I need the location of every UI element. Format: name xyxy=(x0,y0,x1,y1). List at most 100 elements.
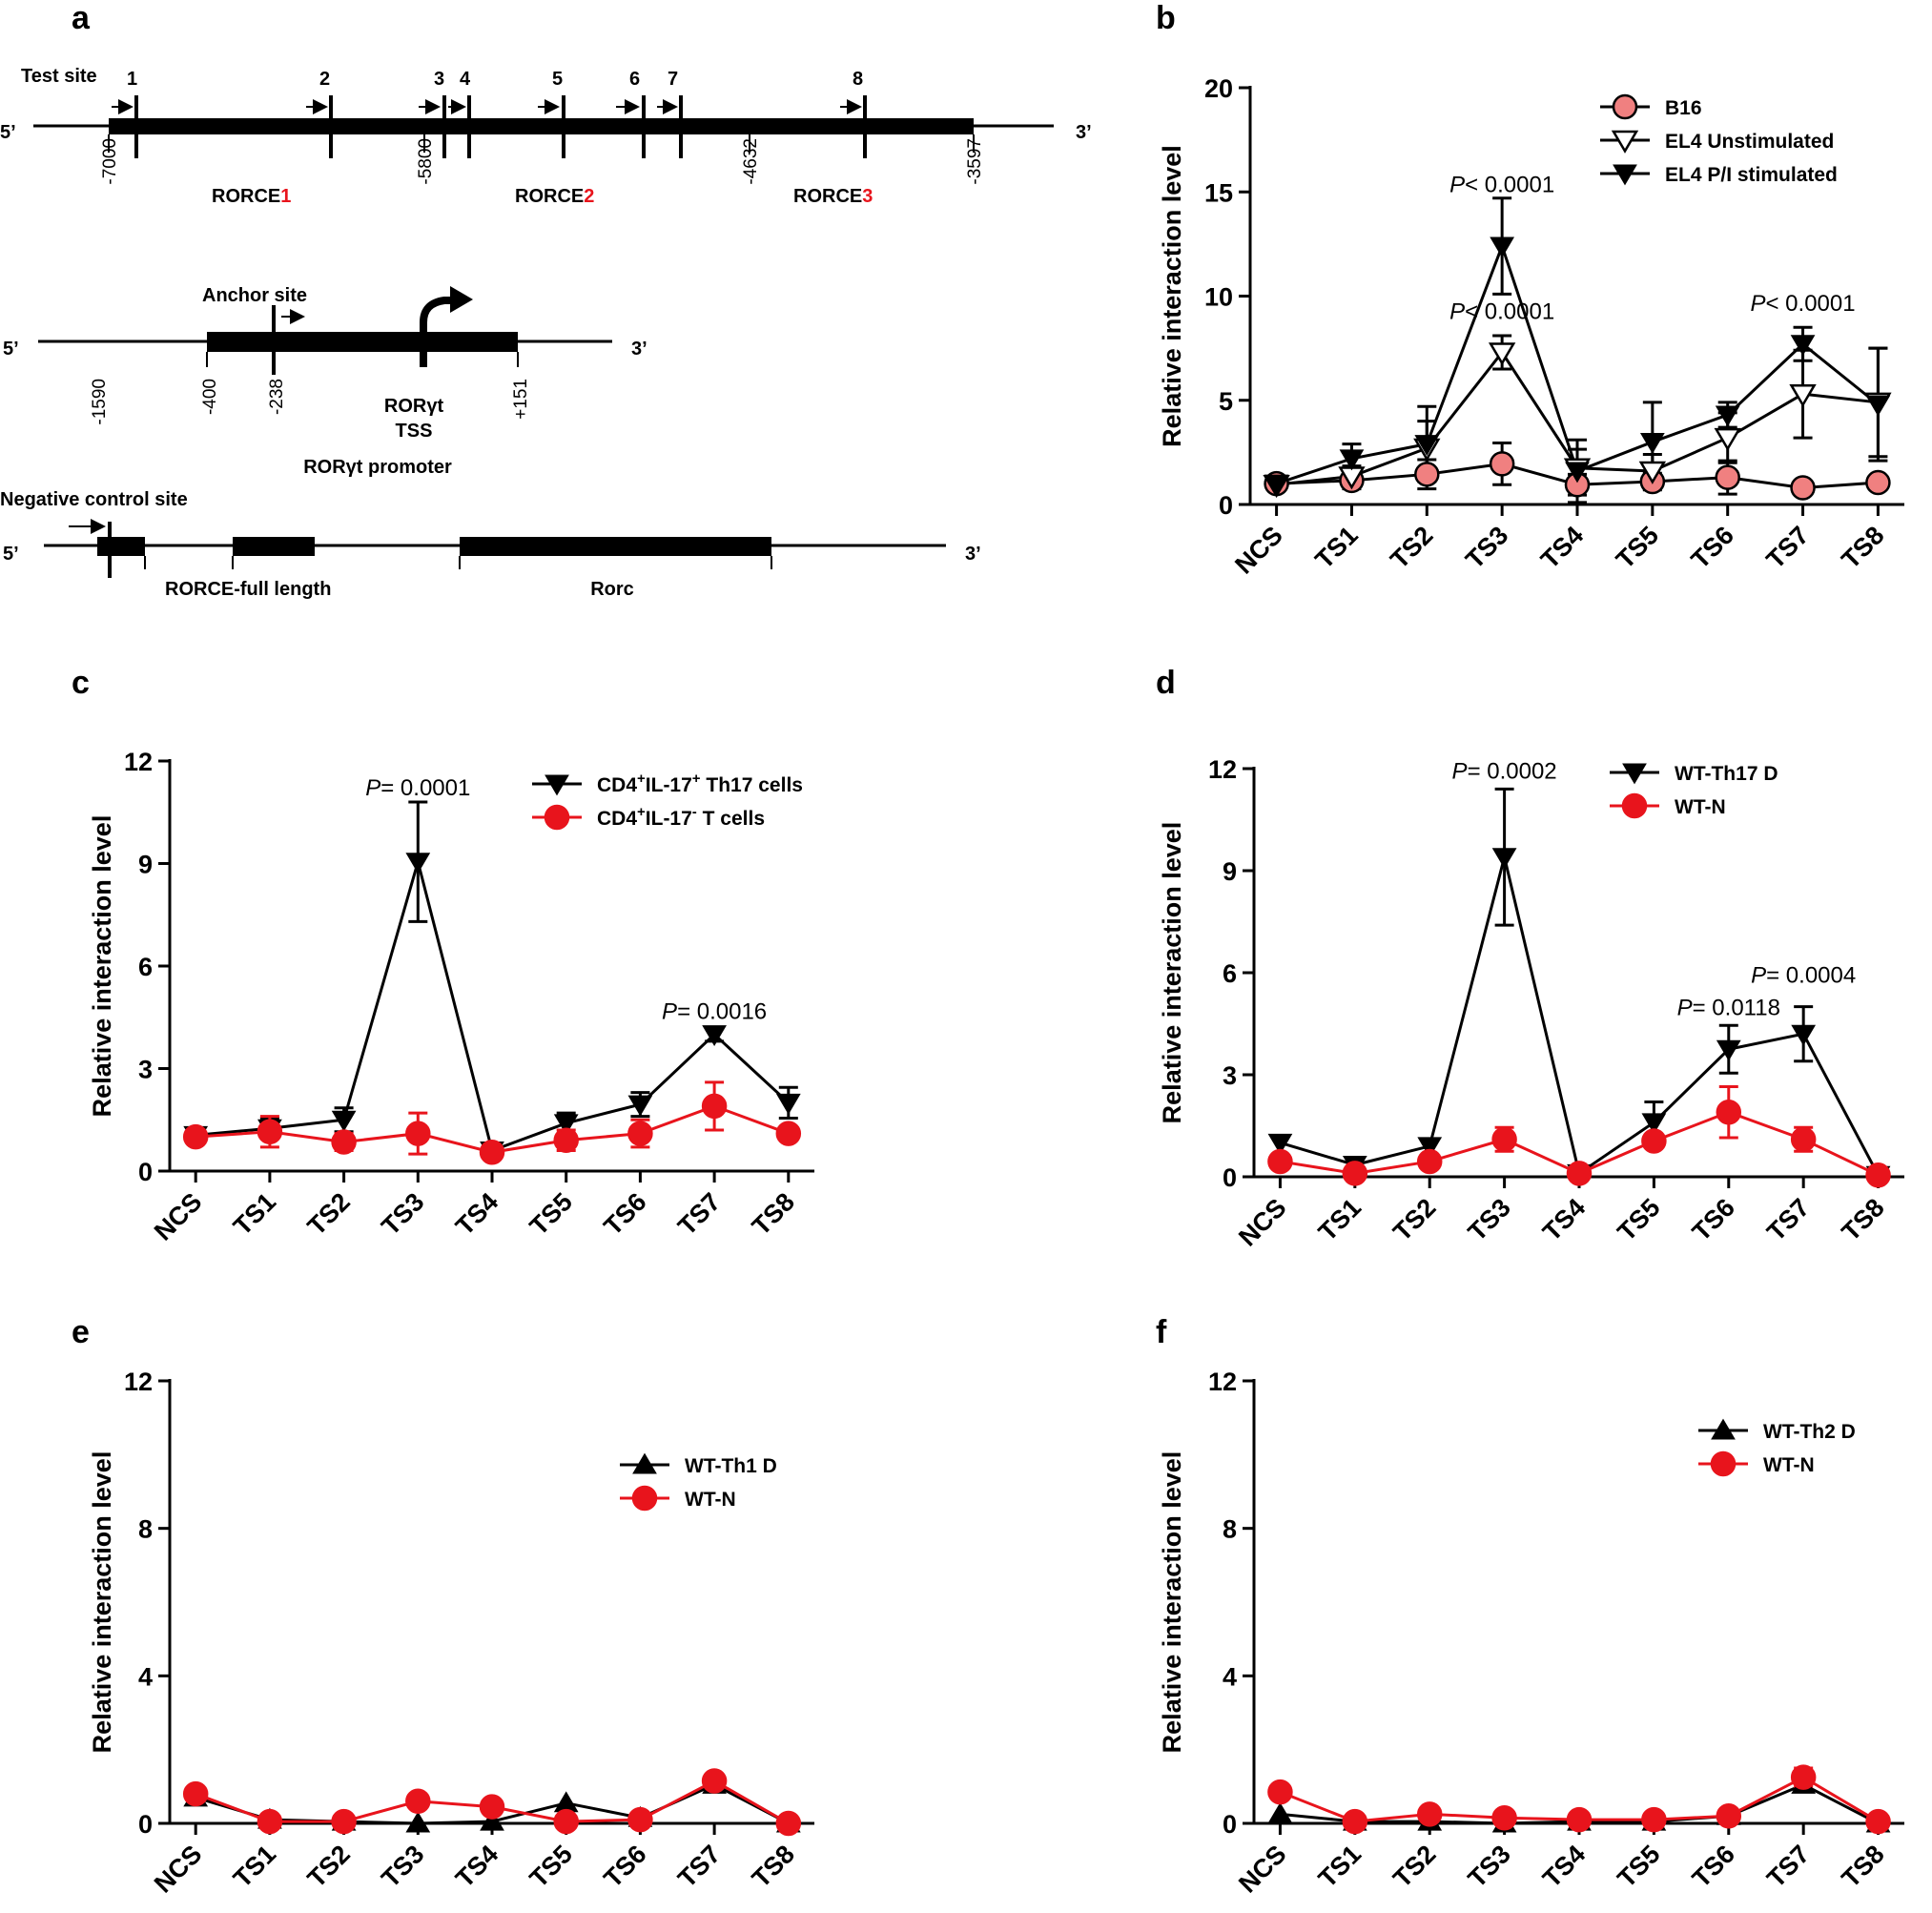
y-tick-label: 0 xyxy=(1223,1163,1237,1192)
data-point xyxy=(1267,1801,1293,1823)
x-tick-label: TS8 xyxy=(747,1840,800,1893)
y-tick-label: 8 xyxy=(1223,1515,1237,1544)
promoter-label: RORγt promoter xyxy=(303,457,452,478)
x-tick-label: NCS xyxy=(149,1187,208,1246)
data-point xyxy=(1565,462,1590,483)
panel-label-a: a xyxy=(72,0,91,36)
x-tick-label: TS3 xyxy=(376,1187,429,1241)
test-site-number: 5 xyxy=(552,69,563,90)
data-point xyxy=(631,1485,658,1512)
promoter-three-prime: 3’ xyxy=(631,339,647,360)
coord-label: -3597 xyxy=(965,138,985,185)
data-point xyxy=(1865,1808,1891,1835)
y-tick-label: 10 xyxy=(1204,283,1233,312)
data-point xyxy=(405,1788,431,1815)
data-point xyxy=(775,1121,802,1146)
p-value-label: P= 0.0001 xyxy=(365,775,470,801)
rorce3-label: RORCE3 xyxy=(793,186,873,207)
legend-label: CD4+IL-17+ Th17 cells xyxy=(597,771,803,796)
data-point xyxy=(1264,474,1289,496)
data-point xyxy=(553,1791,579,1813)
panel-label-f: f xyxy=(1156,1314,1167,1350)
tss-arrowhead-icon xyxy=(450,286,473,313)
data-point xyxy=(1865,469,1891,496)
data-point xyxy=(627,1806,653,1833)
locus-track: Negative control site 5’ 3’ RORCE-full l… xyxy=(0,489,981,600)
chart-panel-c: 0 3 6 9 12 NCS TS1 TS2 TS3 TS4 TS5 TS6 TS7 TS8 Relativ… xyxy=(88,748,814,1246)
data-point xyxy=(1711,1418,1736,1440)
x-tick-label: TS4 xyxy=(450,1187,504,1241)
rorce2-label: RORCE2 xyxy=(515,186,594,207)
panel-label-b: b xyxy=(1156,0,1176,36)
data-point xyxy=(1865,1162,1891,1188)
x-tick-label: NCS xyxy=(1233,1193,1292,1252)
y-axis-title: Relative interaction level xyxy=(1158,145,1186,447)
x-tick-label: NCS xyxy=(1229,521,1288,580)
data-point xyxy=(1791,1024,1817,1046)
y-tick-label: 15 xyxy=(1204,178,1233,207)
data-point xyxy=(331,1129,357,1155)
y-tick-label: 4 xyxy=(1223,1662,1237,1691)
rorce-full-label: RORCE-full length xyxy=(165,579,331,600)
y-tick-label: 5 xyxy=(1219,387,1233,416)
rorce-full-box xyxy=(233,537,315,556)
data-point xyxy=(1339,449,1365,471)
y-axis-title: Relative interaction level xyxy=(88,815,116,1118)
y-axis-title: Relative interaction level xyxy=(88,1451,116,1754)
test-site-number: 1 xyxy=(127,69,137,90)
data-point xyxy=(775,1093,801,1115)
y-axis-title: Relative interaction level xyxy=(1158,1451,1186,1754)
data-point xyxy=(405,853,431,874)
x-tick-label: TS2 xyxy=(1387,1193,1441,1246)
x-tick-label: NCS xyxy=(1233,1840,1292,1899)
y-tick-label: 12 xyxy=(124,1368,153,1396)
data-point xyxy=(1490,237,1515,258)
p-value-label: P< 0.0001 xyxy=(1449,299,1554,325)
x-tick-label: TS6 xyxy=(598,1187,651,1241)
test-site-label: Test site xyxy=(21,66,97,87)
x-tick-label: TS2 xyxy=(302,1187,356,1241)
p-value-label: P< 0.0001 xyxy=(1750,291,1855,317)
p-value-label: P= 0.0002 xyxy=(1452,759,1557,785)
x-tick-label: TS7 xyxy=(1761,1193,1815,1246)
y-tick-label: 12 xyxy=(1208,1368,1237,1396)
negative-site-label: Negative control site xyxy=(0,489,188,510)
data-point xyxy=(1566,1161,1593,1186)
chart-panel-b: 0 5 10 15 20 NCS TS1 TS2 TS3 TS4 TS5 TS6 TS7 TS8 Relat… xyxy=(1158,74,1904,580)
x-tick-label: TS4 xyxy=(450,1840,504,1893)
x-tick-label: TS7 xyxy=(1761,1840,1815,1893)
enhancer-box xyxy=(109,118,974,134)
data-point xyxy=(1789,383,1817,408)
y-axis-title: Relative interaction level xyxy=(1158,822,1186,1124)
panel-label-d: d xyxy=(1156,665,1176,701)
x-tick-label: TS2 xyxy=(1385,521,1438,574)
x-tick-label: TS3 xyxy=(376,1840,429,1893)
y-tick-label: 9 xyxy=(1223,857,1237,886)
data-point xyxy=(182,1123,209,1150)
data-point xyxy=(1638,461,1667,484)
test-site-marks: 1 2 3 4 5 6 7 xyxy=(112,69,867,158)
panel-label-e: e xyxy=(72,1314,90,1350)
test-site-number: 3 xyxy=(434,69,444,90)
x-tick-label: TS5 xyxy=(524,1840,578,1893)
x-tick-label: TS8 xyxy=(1837,1840,1890,1893)
data-point xyxy=(1714,427,1741,451)
data-point xyxy=(1790,1126,1817,1153)
x-tick-label: TS6 xyxy=(1686,521,1739,574)
y-tick-label: 12 xyxy=(124,748,153,776)
x-tick-label: TS1 xyxy=(1313,1840,1367,1893)
data-point xyxy=(1715,464,1740,490)
panel-label-c: c xyxy=(72,665,90,701)
rorce-full-box xyxy=(97,537,145,556)
y-tick-label: 9 xyxy=(138,851,153,879)
tss-label: RORγt xyxy=(384,396,444,417)
y-tick-label: 0 xyxy=(138,1158,153,1186)
legend-label: CD4+IL-17- T cells xyxy=(597,804,765,830)
x-tick-label: TS1 xyxy=(228,1187,281,1241)
y-tick-label: 3 xyxy=(138,1056,153,1084)
data-point xyxy=(331,1110,357,1132)
data-point xyxy=(1611,130,1639,154)
data-point xyxy=(702,1025,727,1047)
legend-label: EL4 P/I stimulated xyxy=(1665,164,1838,186)
y-tick-label: 20 xyxy=(1204,74,1233,103)
